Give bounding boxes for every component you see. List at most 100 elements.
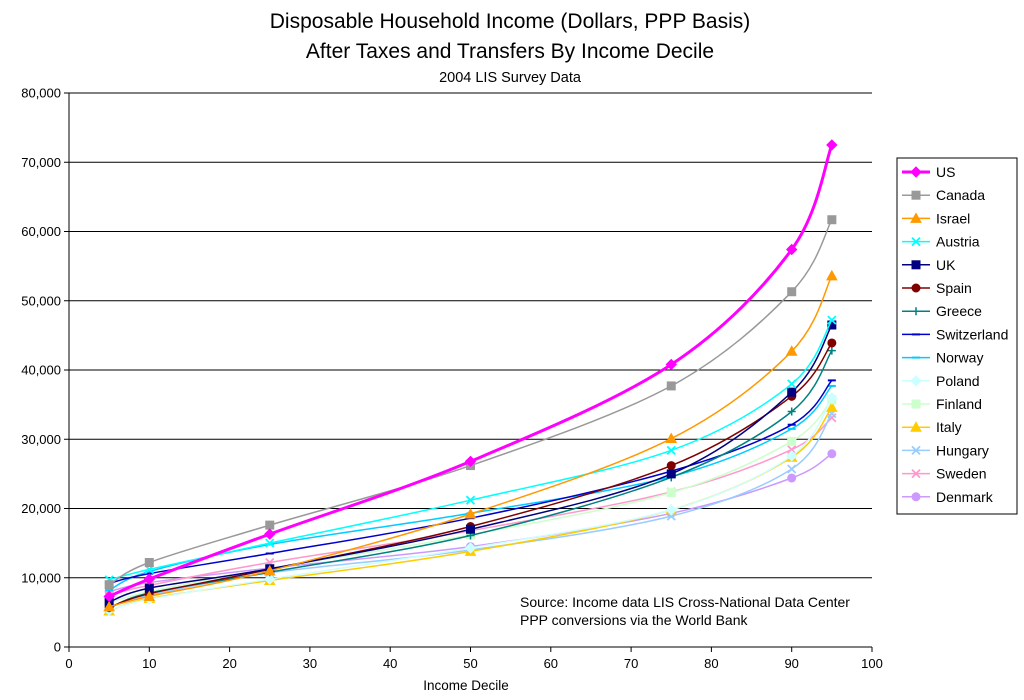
data-point-us <box>103 590 115 603</box>
data-point-sweden <box>787 445 797 455</box>
x-tick-label: 100 <box>861 656 883 671</box>
x-tick-label: 40 <box>383 656 397 671</box>
data-point-denmark <box>827 449 837 459</box>
data-point-uk <box>666 469 676 479</box>
y-tick-label: 60,000 <box>21 224 61 239</box>
data-point-poland <box>665 504 677 516</box>
x-tick-label: 80 <box>704 656 718 671</box>
legend-item-israel: Israel <box>902 210 970 226</box>
data-point-italy <box>826 401 838 412</box>
x-tick-label: 10 <box>142 656 156 671</box>
x-tick-label: 90 <box>784 656 798 671</box>
legend-label-sweden: Sweden <box>936 466 987 482</box>
legend-marker-sweden <box>911 468 921 479</box>
data-point-greece <box>827 346 836 355</box>
series-israel <box>103 269 838 612</box>
y-tick-label: 0 <box>54 640 61 655</box>
y-tick-label: 70,000 <box>21 155 61 170</box>
y-tick-label: 40,000 <box>21 363 61 378</box>
series-line-norway <box>108 385 833 591</box>
data-point-israel <box>665 432 678 444</box>
data-point-canada <box>144 558 154 568</box>
data-point-israel <box>464 508 477 519</box>
legend-marker-poland <box>910 375 922 387</box>
legend-item-hungary: Hungary <box>902 442 989 458</box>
y-axis-ticks: 0 10,000 20,000 30,000 40,000 50,000 60,000 70,… <box>21 86 69 655</box>
y-tick-label: 20,000 <box>21 501 61 516</box>
legend-label-uk: UK <box>936 257 956 273</box>
data-point-poland <box>264 573 276 585</box>
data-point-israel <box>143 590 156 601</box>
data-point-austria <box>265 538 275 548</box>
data-point-spain <box>827 338 837 348</box>
data-point-poland <box>464 542 477 554</box>
data-point-us <box>143 573 156 585</box>
data-point-finland <box>787 436 797 446</box>
series-uk <box>104 320 837 607</box>
legend-item-italy: Italy <box>902 419 962 435</box>
legend-item-norway: Norway <box>902 350 983 366</box>
series-line-greece <box>108 350 833 609</box>
legend-marker-italy <box>910 421 922 432</box>
y-tick-label: 50,000 <box>21 293 61 308</box>
data-point-canada <box>104 580 114 590</box>
legend-marker-finland <box>911 399 921 409</box>
y-tick-label: 80,000 <box>21 86 61 101</box>
legend-label-canada: Canada <box>936 187 985 203</box>
data-point-spain <box>666 461 676 471</box>
data-point-israel <box>103 600 115 612</box>
data-point-hungary <box>787 464 797 474</box>
x-tick-label: 70 <box>624 656 638 671</box>
legend-marker-us <box>910 166 922 178</box>
chart-title-line-2: After Taxes and Transfers By Income Deci… <box>306 40 714 63</box>
data-point-us <box>264 528 276 540</box>
x-tick-label: 20 <box>222 656 236 671</box>
data-point-canada <box>787 287 797 297</box>
data-point-denmark <box>787 473 797 483</box>
legend-label-poland: Poland <box>936 373 980 389</box>
data-point-austria <box>827 315 837 325</box>
legend-item-uk: UK <box>902 257 956 273</box>
source-annotation-line-1: Source: Income data LIS Cross-National D… <box>520 594 850 610</box>
data-point-finland <box>666 488 676 498</box>
y-tick-label: 10,000 <box>21 570 61 585</box>
x-tick-label: 60 <box>544 656 558 671</box>
legend-marker-denmark <box>911 492 921 502</box>
series-lines <box>103 139 838 617</box>
x-tick-label: 30 <box>303 656 317 671</box>
legend-label-norway: Norway <box>936 350 983 366</box>
data-point-canada <box>827 215 837 225</box>
data-point-israel <box>263 564 276 576</box>
legend-marker-israel <box>910 212 922 223</box>
legend-item-poland: Poland <box>902 373 980 389</box>
legend-item-canada: Canada <box>902 187 985 203</box>
legend-label-greece: Greece <box>936 303 982 319</box>
data-point-us <box>665 358 677 371</box>
legend-label-denmark: Denmark <box>936 489 994 505</box>
x-axis-ticks: 0 10 20 30 40 50 60 70 80 90 100 <box>65 647 883 671</box>
data-point-austria <box>465 495 476 505</box>
data-point-israel <box>785 345 798 356</box>
source-annotation-line-2: PPP conversions via the World Bank <box>520 612 748 628</box>
gridlines <box>69 92 872 579</box>
legend-marker-hungary <box>911 445 921 456</box>
series-line-uk <box>108 324 833 603</box>
series-norway <box>105 384 836 592</box>
data-point-us <box>785 243 798 256</box>
series-poland <box>103 391 838 617</box>
data-point-canada <box>265 520 275 530</box>
legend-marker-canada <box>911 190 921 200</box>
data-point-poland <box>826 391 838 404</box>
legend-marker-spain <box>911 283 921 293</box>
data-point-poland <box>785 450 798 462</box>
legend-marker-greece <box>912 307 920 316</box>
y-tick-label: 30,000 <box>21 432 61 447</box>
data-point-uk <box>787 387 797 397</box>
legend-item-spain: Spain <box>902 280 972 296</box>
legend-label-us: US <box>936 164 955 180</box>
series-line-canada <box>108 219 833 586</box>
x-axis-label: Income Decile <box>423 678 509 693</box>
legend-label-austria: Austria <box>936 234 980 250</box>
legend-item-sweden: Sweden <box>902 466 987 482</box>
legend-marker-austria <box>911 236 921 247</box>
